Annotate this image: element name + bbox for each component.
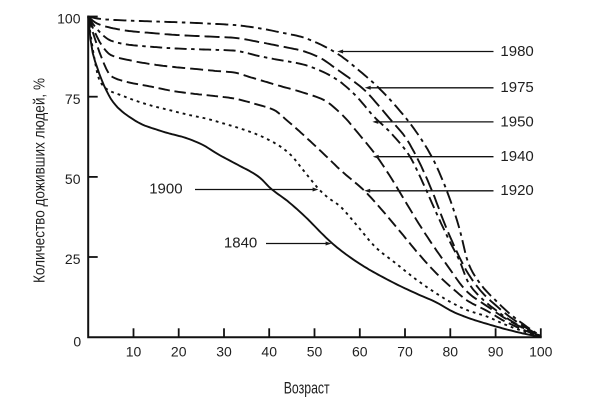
svg-text:90: 90 [488,344,504,360]
svg-text:Количество доживших людей, %: Количество доживших людей, % [32,78,49,283]
svg-text:Возраст: Возраст [284,380,330,398]
svg-text:30: 30 [216,344,232,360]
svg-text:20: 20 [171,344,187,360]
svg-text:75: 75 [65,91,81,107]
svg-text:80: 80 [443,344,459,360]
svg-text:100: 100 [529,344,553,360]
svg-text:40: 40 [261,344,277,360]
svg-text:50: 50 [307,344,323,360]
svg-text:70: 70 [397,344,413,360]
svg-text:100: 100 [57,11,81,27]
svg-text:60: 60 [352,344,368,360]
svg-text:50: 50 [65,171,81,187]
svg-text:1950: 1950 [500,113,533,130]
svg-text:1920: 1920 [500,182,533,199]
svg-text:1980: 1980 [500,43,533,60]
svg-text:1975: 1975 [500,79,533,96]
svg-text:25: 25 [65,251,81,267]
svg-text:1900: 1900 [149,180,182,197]
svg-text:0: 0 [73,333,81,349]
svg-text:1840: 1840 [224,234,257,251]
svg-text:10: 10 [126,344,142,360]
svg-text:1940: 1940 [500,148,533,165]
